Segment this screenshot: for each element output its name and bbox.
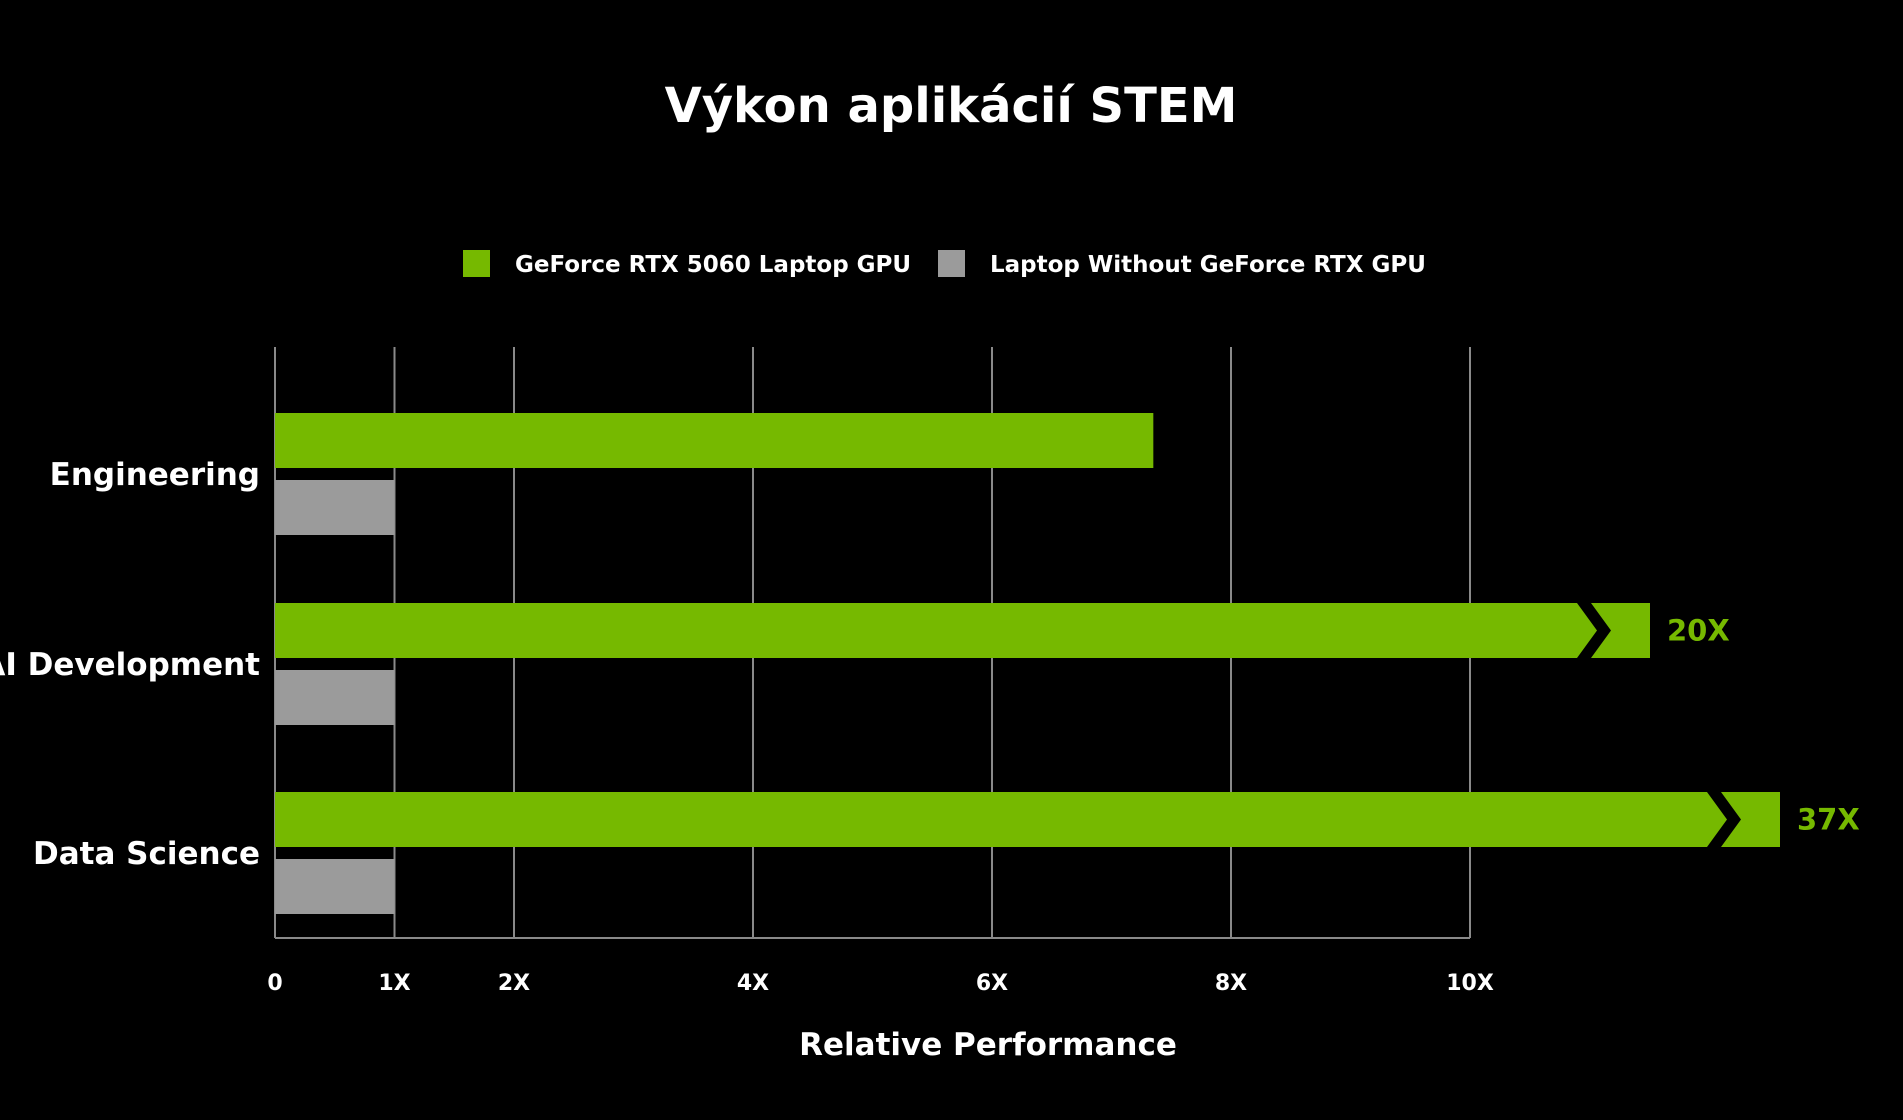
x-axis-label: Relative Performance [799, 1027, 1177, 1063]
axis-break-mark [1577, 603, 1611, 658]
x-tick-label: 0 [267, 971, 282, 996]
legend-swatch [463, 250, 490, 277]
bar-rtx-ai-development [275, 603, 1650, 658]
legend-label: Laptop Without GeForce RTX GPU [990, 252, 1426, 278]
x-tick-label: 10X [1446, 971, 1494, 996]
x-tick-label: 6X [976, 971, 1008, 996]
category-label: Engineering [50, 457, 260, 493]
legend-label: GeForce RTX 5060 Laptop GPU [515, 252, 911, 278]
x-tick-label: 1X [378, 971, 410, 996]
x-tick-label: 2X [498, 971, 530, 996]
bar-rtx-engineering [275, 413, 1154, 468]
bar-rtx-data-science [275, 792, 1780, 847]
axis-break-mark [1707, 792, 1741, 847]
bar-baseline-data-science [275, 859, 395, 914]
category-label: Data Science [33, 836, 260, 872]
legend-swatch [938, 250, 965, 277]
bar-baseline-ai-development [275, 670, 395, 725]
bar-layer [275, 413, 1780, 914]
category-label: AI Development [0, 647, 260, 683]
data-label: 20X [1667, 614, 1730, 648]
x-tick-label: 4X [737, 971, 769, 996]
x-tick-label: 8X [1215, 971, 1247, 996]
bar-baseline-engineering [275, 480, 395, 535]
data-label: 37X [1797, 803, 1860, 837]
legend: GeForce RTX 5060 Laptop GPU Laptop Withou… [463, 250, 1426, 278]
label-layer: Výkon aplikácií STEM Relative Performanc… [0, 78, 1860, 1063]
chart-title: Výkon aplikácií STEM [665, 78, 1238, 134]
